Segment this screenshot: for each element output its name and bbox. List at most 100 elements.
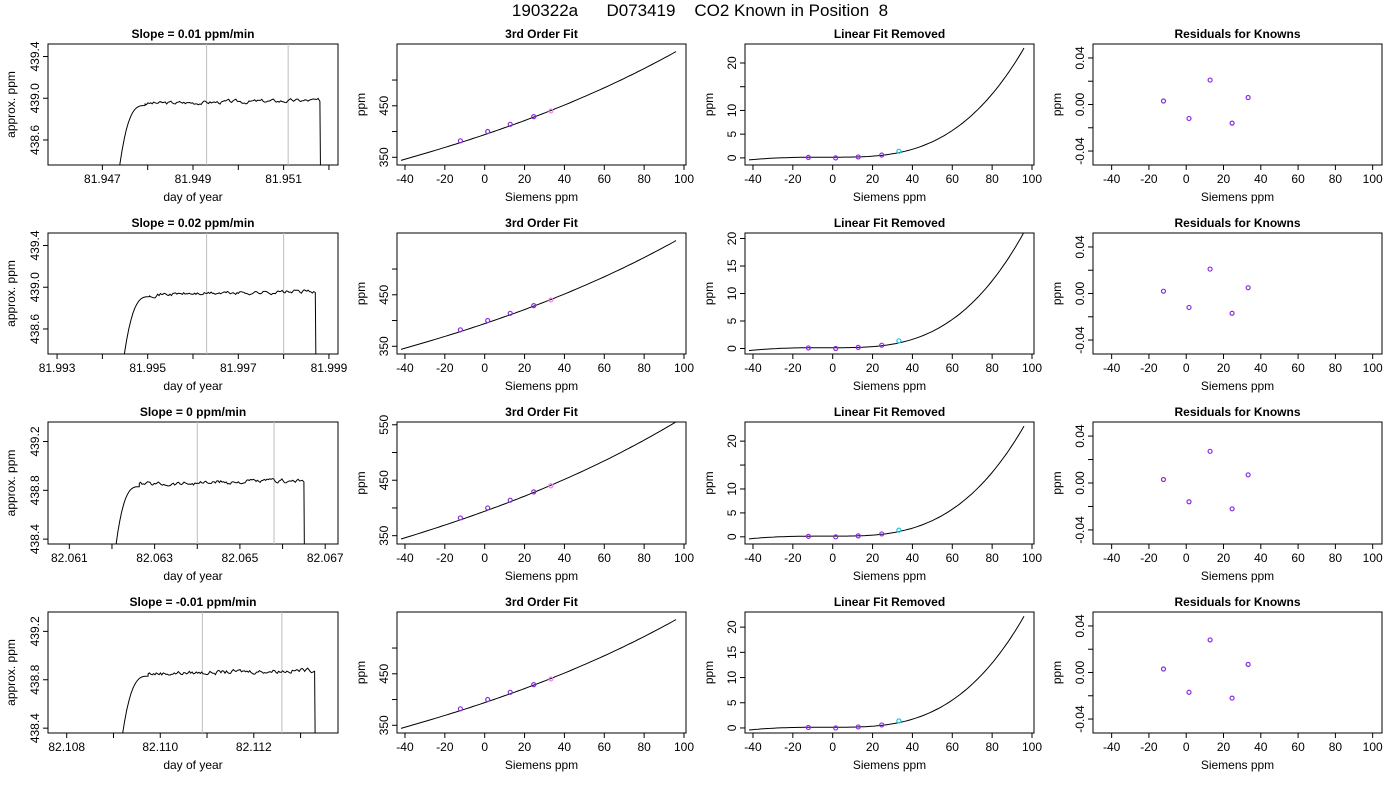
x-tick-label: 81.949 [175, 172, 212, 186]
plot-frame [1092, 421, 1383, 545]
x-tick-label: -20 [1140, 361, 1158, 375]
x-tick-label: 40 [906, 361, 920, 375]
x-axis-label: Siemens ppm [1201, 758, 1274, 772]
known-point [457, 706, 463, 712]
x-axis-label: day of year [163, 379, 222, 393]
x-tick-label: 40 [1254, 361, 1268, 375]
x-tick-label: 60 [1291, 172, 1305, 186]
x-tick-label: -40 [396, 361, 414, 375]
x-tick-label: 0 [829, 551, 836, 565]
known-point [833, 345, 839, 352]
panel-title: 3rd Order Fit [505, 216, 578, 230]
x-tick-label: 100 [1363, 740, 1383, 754]
panel-title: Slope = 0.02 ppm/min [131, 216, 254, 230]
y-tick-label: 350 [377, 336, 391, 356]
known-point [1229, 310, 1235, 316]
known-point [507, 689, 513, 695]
panel-r4-fit: 3rd Order Fit -40 -20 0 20 40 60 80 100 350 450 Sie… [354, 595, 694, 772]
panel-r2-residuals: Residuals for Knowns -40 -20 0 20 40 60 80 100 -0… [1050, 216, 1383, 393]
y-tick-label: 439.0 [28, 272, 42, 302]
x-tick-label: 60 [946, 740, 960, 754]
residual-curve [748, 425, 1025, 540]
x-tick-label: -20 [784, 740, 802, 754]
y-tick-label: 550 [377, 414, 391, 434]
known-point [507, 497, 513, 503]
y-axis-label: ppm [1050, 282, 1064, 305]
known-point [1245, 94, 1251, 101]
known-point [855, 344, 861, 350]
y-tick-label: 0.04 [1073, 46, 1087, 70]
x-tick-label: 81.951 [265, 172, 302, 186]
y-tick-label: 438.8 [28, 664, 42, 694]
known-point [531, 489, 537, 495]
plot-frame [744, 43, 1035, 166]
y-tick-label: 438.4 [28, 524, 42, 554]
x-tick-label: 40 [558, 172, 572, 186]
y-axis-label: ppm [702, 93, 716, 116]
x-tick-label: 0 [1183, 551, 1190, 565]
plot-frame [744, 611, 1035, 734]
x-axis-label: day of year [163, 758, 222, 772]
x-tick-label: 60 [1291, 551, 1305, 565]
x-tick-label: -40 [396, 172, 414, 186]
known-point [1160, 98, 1167, 104]
x-tick-label: 82.061 [51, 551, 88, 565]
known-point [485, 505, 491, 511]
known-point [833, 155, 839, 161]
x-tick-label: 20 [1217, 740, 1231, 754]
x-tick-label: 80 [637, 551, 651, 565]
x-tick-label: 40 [1254, 740, 1268, 754]
x-tick-label: 0 [829, 361, 836, 375]
panel-r2-removed: Linear Fit Removed -40 -20 0 20 40 60 80 100 0 5 10… [702, 216, 1042, 393]
x-tick-label: 60 [598, 172, 612, 186]
x-tick-label: -40 [744, 551, 762, 565]
y-axis-label: ppm [702, 471, 716, 494]
x-tick-label: 40 [1254, 551, 1268, 565]
y-tick-label: 10 [725, 103, 739, 117]
x-tick-label: -20 [436, 361, 454, 375]
x-tick-label: -40 [744, 361, 762, 375]
x-tick-label: 100 [674, 740, 694, 754]
x-tick-label: -20 [436, 551, 454, 565]
panel-r3-residuals: Residuals for Knowns -40 -20 0 20 40 60 80 100 -0… [1050, 405, 1383, 583]
plot-frame [396, 421, 687, 545]
panel-r3-time: Slope = 0 ppm/min 82.061 82.063 82.065 82.06… [4, 405, 344, 583]
residual-curve [748, 47, 1025, 161]
x-axis-label: Siemens ppm [853, 379, 926, 393]
y-tick-label: -0.04 [1073, 516, 1087, 544]
panel-title: Slope = 0.01 ppm/min [131, 27, 254, 41]
y-tick-label: 0.00 [1073, 660, 1087, 684]
x-tick-label: 81.999 [311, 361, 348, 375]
y-axis-label: ppm [354, 282, 368, 305]
known-point [855, 533, 861, 539]
plot-frame [47, 232, 339, 355]
x-tick-label: 20 [866, 172, 880, 186]
panel-title: Residuals for Knowns [1174, 216, 1300, 230]
x-tick-label: 81.997 [220, 361, 257, 375]
x-tick-label: 40 [906, 172, 920, 186]
known-point [805, 533, 811, 539]
x-tick-label: -20 [784, 172, 802, 186]
known-point [879, 152, 885, 158]
plot-frame [744, 421, 1035, 545]
y-tick-label: 0 [725, 345, 739, 352]
x-tick-label: -40 [744, 172, 762, 186]
known-point [855, 154, 861, 160]
y-tick-label: 0 [725, 154, 739, 161]
plot-frame [396, 611, 687, 734]
y-axis-label: approx. ppm [4, 639, 18, 706]
x-tick-label: 0 [481, 361, 488, 375]
y-tick-label: 20 [725, 434, 739, 448]
known-point [1186, 115, 1192, 122]
y-axis-label: ppm [702, 282, 716, 305]
y-axis-label: ppm [354, 661, 368, 684]
x-axis-label: day of year [163, 569, 222, 583]
x-tick-label: 20 [1217, 172, 1231, 186]
x-tick-label: 80 [637, 740, 651, 754]
known-point [896, 338, 902, 344]
panel-r3-removed: Linear Fit Removed -40 -20 0 20 40 60 80 100 0 5 10… [702, 405, 1042, 583]
known-point [457, 515, 463, 521]
x-axis-label: Siemens ppm [1201, 569, 1274, 583]
x-tick-label: 20 [518, 740, 532, 754]
known-point [531, 681, 537, 688]
